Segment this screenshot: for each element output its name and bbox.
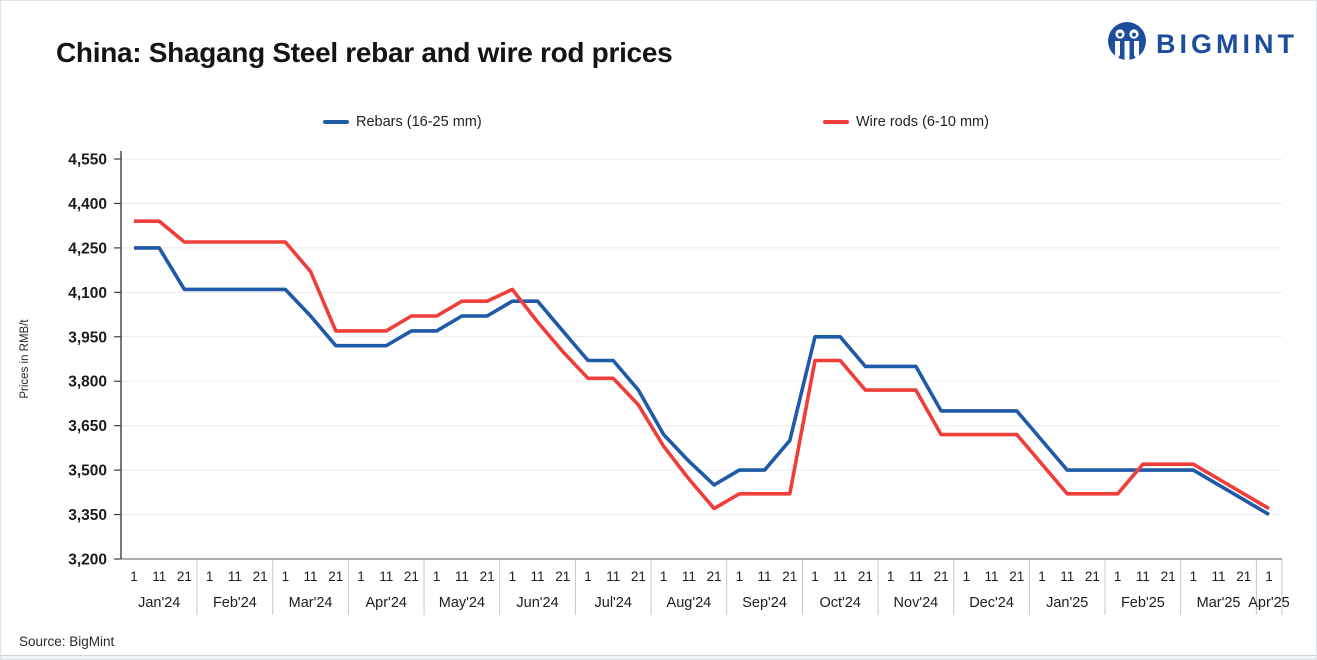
x-month-label: May'24 (439, 595, 485, 611)
x-day-label: 1 (1114, 569, 1122, 584)
legend-item-rebars: Rebars (16-25 mm) (323, 114, 482, 130)
x-day-label: 21 (934, 569, 949, 584)
x-day-label: 21 (555, 569, 570, 584)
x-day-label: 21 (631, 569, 646, 584)
y-tick-label: 4,400 (68, 196, 107, 213)
x-month-label: Feb'24 (213, 595, 257, 611)
y-tick-label: 4,100 (68, 285, 107, 302)
x-day-label: 11 (1136, 569, 1150, 584)
legend-swatch-wire-rods (823, 120, 849, 124)
x-day-label: 21 (782, 569, 797, 584)
x-day-label: 11 (304, 569, 318, 584)
y-axis-title: Prices in RMB/t (19, 319, 31, 399)
x-month-label: Oct'24 (819, 595, 860, 611)
legend-label-rebars: Rebars (16-25 mm) (356, 114, 482, 130)
y-tick-label: 3,500 (68, 463, 107, 480)
rebars-line (134, 246, 1270, 517)
chart-legend: Rebars (16-25 mm) Wire rods (6-10 mm) (1, 114, 1316, 134)
x-month-label: Jan'24 (138, 595, 180, 611)
x-month-label: Nov'24 (894, 595, 939, 611)
x-day-label: 21 (253, 569, 268, 584)
x-day-label: 11 (531, 569, 545, 584)
x-day-label: 1 (660, 569, 668, 584)
x-month-label: Apr'25 (1248, 595, 1289, 611)
bigmint-logo: BIGMINT (1106, 21, 1298, 67)
x-month-label: Feb'25 (1121, 595, 1165, 611)
x-day-label: 11 (228, 569, 242, 584)
legend-swatch-rebars (323, 120, 349, 124)
x-day-label: 1 (282, 569, 290, 584)
x-day-label: 11 (379, 569, 393, 584)
x-month-label: Mar'25 (1197, 595, 1241, 611)
x-day-label: 1 (584, 569, 592, 584)
y-tick-label: 4,250 (68, 240, 107, 257)
x-day-label: 1 (963, 569, 971, 584)
x-day-label: 21 (1085, 569, 1100, 584)
x-month-label: Jul'24 (595, 595, 632, 611)
x-day-label: 21 (1009, 569, 1024, 584)
y-tick-label: 4,550 (68, 152, 107, 169)
x-day-label: 11 (606, 569, 620, 584)
x-day-label: 1 (130, 569, 138, 584)
bigmint-logo-text: BIGMINT (1156, 28, 1298, 59)
x-day-label: 11 (455, 569, 469, 584)
x-day-label: 1 (357, 569, 365, 584)
x-day-label: 21 (404, 569, 419, 584)
x-day-label: 21 (480, 569, 495, 584)
y-tick-label: 3,200 (68, 552, 107, 569)
x-month-label: Sep'24 (742, 595, 787, 611)
source-note: Source: BigMint (19, 634, 115, 649)
x-day-label: 11 (1060, 569, 1074, 584)
bigmint-logo-icon (1108, 22, 1146, 63)
legend-label-wire-rods: Wire rods (6-10 mm) (856, 114, 989, 130)
y-tick-label: 3,650 (68, 418, 107, 435)
page-title: China: Shagang Steel rebar and wire rod … (56, 37, 673, 68)
x-month-label: Jun'24 (516, 595, 558, 611)
y-tick-label: 3,800 (68, 374, 107, 391)
x-day-label: 21 (1161, 569, 1176, 584)
x-day-label: 11 (758, 569, 772, 584)
x-month-label: Mar'24 (289, 595, 333, 611)
y-tick-label: 3,950 (68, 329, 107, 346)
x-day-label: 1 (433, 569, 441, 584)
x-day-label: 11 (985, 569, 999, 584)
x-day-label: 1 (509, 569, 517, 584)
x-day-label: 1 (1190, 569, 1198, 584)
x-day-label: 21 (707, 569, 722, 584)
bottom-divider (1, 655, 1316, 659)
legend-item-wire-rods: Wire rods (6-10 mm) (823, 114, 989, 130)
x-day-label: 11 (682, 569, 696, 584)
x-day-label: 11 (909, 569, 923, 584)
x-day-label: 21 (1236, 569, 1251, 584)
x-month-label: Aug'24 (667, 595, 712, 611)
x-day-label: 1 (736, 569, 744, 584)
x-day-label: 21 (177, 569, 192, 584)
x-month-label: Apr'24 (365, 595, 406, 611)
x-day-label: 11 (1212, 569, 1226, 584)
x-day-label: 1 (1265, 569, 1273, 584)
x-day-label: 1 (206, 569, 214, 584)
x-day-label: 1 (811, 569, 819, 584)
wire-rods-line (134, 219, 1270, 511)
x-month-label: Dec'24 (969, 595, 1014, 611)
x-day-label: 1 (887, 569, 895, 584)
x-month-label: Jan'25 (1046, 595, 1088, 611)
x-day-label: 21 (328, 569, 343, 584)
x-day-label: 11 (152, 569, 166, 584)
x-day-label: 21 (858, 569, 873, 584)
y-tick-label: 3,350 (68, 507, 107, 524)
x-day-label: 1 (1038, 569, 1046, 584)
x-day-label: 11 (833, 569, 847, 584)
